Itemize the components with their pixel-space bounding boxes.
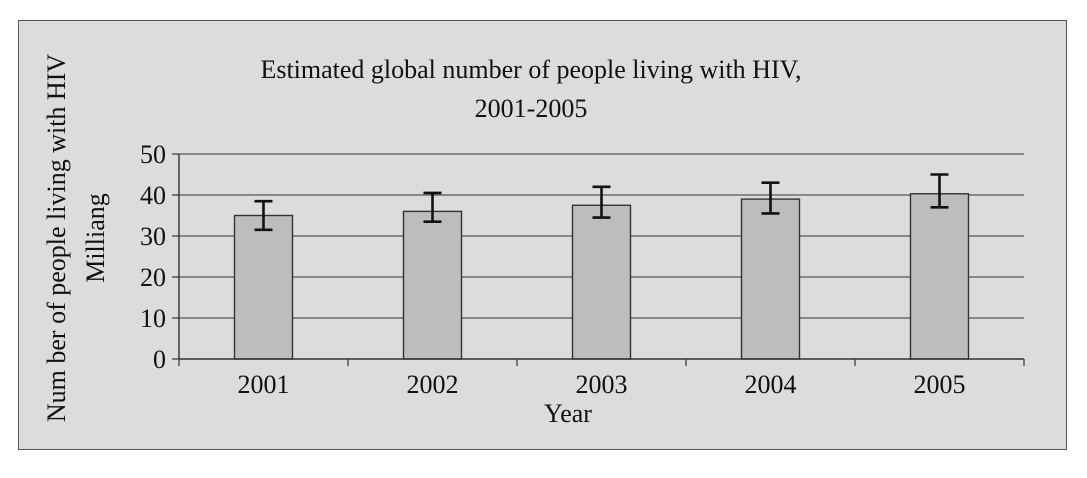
bar-layer [233, 173, 970, 360]
x-tick-label-2002: 2002 [407, 370, 459, 399]
y-tick-label: 40 [140, 181, 166, 210]
y-tick-label: 0 [153, 345, 166, 374]
y-axis-unit-label: Milliang [81, 193, 110, 283]
bar-2002 [402, 210, 463, 360]
x-tick-label-2003: 2003 [576, 370, 628, 399]
chart-svg: Estimated global number of people living… [42, 54, 1025, 428]
y-tick-label: 10 [140, 304, 166, 333]
x-tick-label-2004: 2004 [745, 370, 797, 399]
x-tick-label-2005: 2005 [914, 370, 966, 399]
x-axis-label: Year [544, 399, 592, 428]
chart-subtitle: 2001-2005 [475, 94, 588, 123]
bar-2005 [909, 193, 970, 360]
y-axis-label: Num ber of people living with HIV [42, 54, 71, 422]
tick-layer: 0 10 20 30 40 50 2001 2002 2003 2004 2005 [140, 140, 966, 399]
bar-2001 [233, 214, 294, 360]
y-tick-label: 30 [140, 222, 166, 251]
x-tick-label-2001: 2001 [238, 370, 290, 399]
y-tick-label: 50 [140, 140, 166, 169]
axis-layer [172, 153, 1025, 366]
y-tick-label: 20 [140, 263, 166, 292]
bar-2004 [740, 198, 801, 360]
chart-frame: Estimated global number of people living… [18, 20, 1067, 450]
bar-2003 [571, 204, 632, 360]
chart-title: Estimated global number of people living… [260, 55, 801, 84]
